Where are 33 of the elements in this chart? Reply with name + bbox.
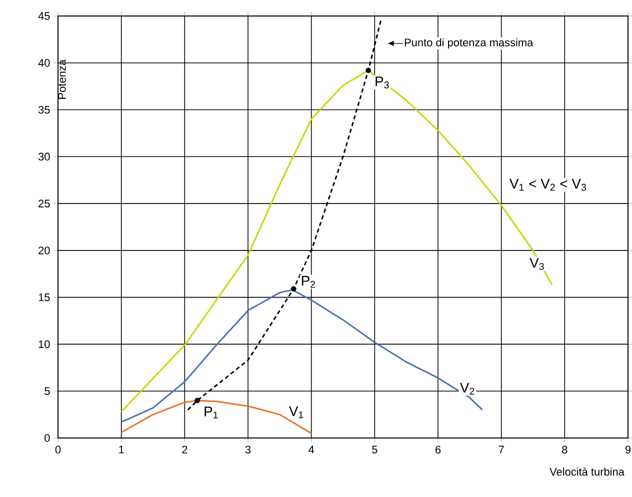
y-tick-label: 10 [38,340,50,348]
series-label: V$_{2}$ [460,382,474,395]
point [290,286,296,292]
point [194,398,200,404]
x-tick-label: 3 [245,446,251,454]
x-tick-label: 0 [55,446,61,454]
x-tick-label: 1 [119,446,124,454]
y-tick-label: 30 [38,152,50,161]
y-tick-label: 45 [38,12,50,20]
annotation: P$_{1}$ [204,406,218,418]
y-tick-label: 25 [38,200,50,208]
annotation: Punto di potenza massima [404,38,534,49]
x-tick-label: 2 [182,446,188,454]
x-tick-label: 7 [498,446,504,454]
y-tick-label: 35 [38,106,50,114]
point [366,68,372,74]
annotation: V$_{1}$ < V$_{2}$ < V$_{3}$ [510,178,586,191]
y-tick-label: 5 [44,387,50,395]
x-axis-title: Velocità turbina [550,468,624,476]
y-tick-label: 0 [44,434,50,442]
x-tick-label: 9 [625,446,631,454]
x-tick-label: 5 [372,446,378,454]
x-tick-label: 8 [562,446,568,454]
x-tick-label: 6 [436,446,441,454]
y-tick-label: 15 [38,294,50,302]
y-tick-label: 20 [38,246,50,254]
series-label: V$_{1}$ [288,406,304,418]
annotation: P$_{2}$ [302,276,316,288]
y-tick-label: 40 [38,59,50,67]
x-tick-label: 4 [308,446,314,454]
series-label: V$_{3}$ [530,258,544,270]
annotation: P$_{3}$ [376,76,389,88]
y-axis-title: Potenza [58,60,66,99]
